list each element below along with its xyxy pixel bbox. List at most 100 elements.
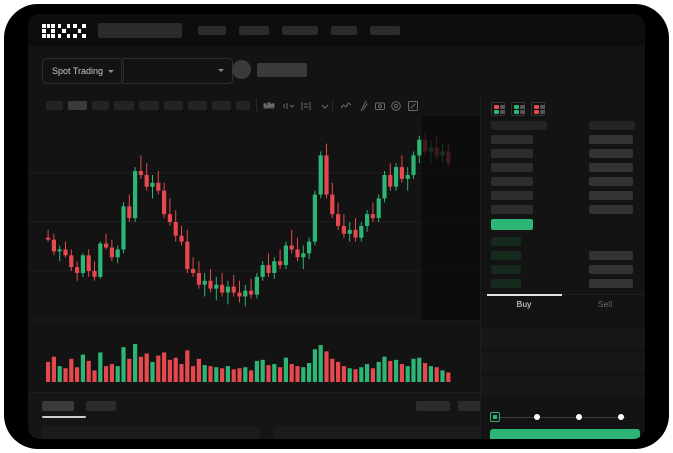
orderbook-bid-row[interactable] [491,251,521,260]
submit-buy-button[interactable] [490,429,640,439]
timeframe-4[interactable] [139,101,159,110]
orderbook-rows[interactable] [481,121,645,316]
logo-glyph-o [42,24,55,38]
timeframe-0[interactable] [46,101,63,110]
active-tab-underline [487,294,562,296]
orderbook-bid-row[interactable] [491,279,521,288]
timeframe-7[interactable] [212,101,231,110]
app-screen: Spot Trading [28,14,645,439]
orderbook-ask-amount [589,135,633,144]
nav-item-more[interactable] [370,26,400,35]
orderbook-mode-both[interactable] [491,102,505,116]
settings-icon[interactable] [390,100,402,112]
trading-pair-label [257,63,307,77]
amount-slider[interactable] [490,412,630,422]
logo-glyph-k [57,24,71,38]
candlestick-series [46,131,451,307]
mode-swatch-bar2 [540,110,545,114]
order-type-field[interactable] [481,328,645,348]
alert-icon[interactable] [374,100,386,112]
mode-swatch-bid [514,105,519,109]
action-hide-other-pairs[interactable] [416,401,450,411]
orderbook-ask-row[interactable] [491,149,533,158]
nav-item-earn[interactable] [331,26,357,35]
orderbook-ask-amount [589,149,633,158]
tab-open-orders[interactable] [42,401,74,411]
mode-swatch-bar [540,105,545,109]
tab-sell[interactable]: Sell [597,299,613,309]
orderbook-ask-row[interactable] [491,163,533,172]
timeframe-1[interactable] [68,101,87,110]
orderbook-ask-row[interactable] [491,177,533,186]
mode-swatch-bar [520,105,525,109]
mode-swatch-ask [494,105,499,109]
timeframe-5[interactable] [164,101,183,110]
orderbook-ask-row[interactable] [491,191,533,200]
nav-item-trade[interactable] [239,26,269,35]
chevron-down-icon [218,69,224,72]
orderbook-and-order-form: Buy Sell [480,96,645,439]
timeframe-6[interactable] [188,101,207,110]
mode-swatch-bid2 [514,110,519,114]
fullscreen-icon[interactable] [407,100,419,112]
candlestick-icon[interactable] [263,100,275,112]
timeframe-2[interactable] [92,101,109,110]
candlestick-svg [28,131,480,382]
tab-buy[interactable]: Buy [516,299,532,309]
slider-track [494,416,626,418]
trading-pair-select[interactable] [121,58,233,84]
slider-step-25[interactable] [534,414,540,420]
orders-panel-left [42,426,260,439]
okx-logo[interactable] [42,24,86,38]
orderbook-bid-row[interactable] [491,237,521,246]
chevron-down-icon [108,69,115,73]
price-chart[interactable] [28,116,480,392]
nav-item-markets[interactable] [198,26,226,35]
orderbook-bid-amount [589,279,633,288]
slider-handle[interactable] [490,412,500,422]
indicators-chevron-icon[interactable] [319,100,331,112]
volume-series [46,344,451,382]
mode-swatch-ask [534,105,539,109]
orderbook-ask-amount [589,163,633,172]
orderbook-bid-row[interactable] [491,265,521,274]
indicators-icon[interactable] [300,100,312,112]
spot-trading-selector[interactable]: Spot Trading [42,58,125,84]
top-navigation-bar [28,14,645,46]
orderbook-ask-row[interactable] [491,205,533,214]
toolbar-divider [332,99,333,112]
compare-icon[interactable] [358,100,370,112]
orders-panel-right [275,426,480,439]
active-tab-underline [42,416,86,418]
tabs-baseline [481,294,645,295]
global-search-input[interactable] [98,23,182,38]
price-field[interactable] [481,352,645,372]
orderbook-header-amount [589,121,635,130]
line-chart-icon[interactable] [340,100,352,112]
orders-tab-bar [28,392,492,439]
orderbook-ask-amount [589,191,633,200]
toolbar-divider [256,99,257,112]
tab-order-history[interactable] [86,401,116,411]
orderbook-bid-amount [589,265,633,274]
amount-field[interactable] [481,376,645,396]
orderbook-mode-bids[interactable] [511,102,525,116]
chart-type-chevron-icon[interactable] [282,100,294,112]
timeframe-8[interactable] [236,101,250,110]
mode-swatch-bar2 [520,110,525,114]
action-cancel-all[interactable] [458,401,492,411]
coin-avatar-icon [232,60,251,79]
orderbook-ask-row[interactable] [491,135,533,144]
nav-item-derivatives[interactable] [282,26,318,35]
slider-step-75[interactable] [618,414,624,420]
chart-overlay-shade [422,116,480,320]
orderbook-last-price [491,219,533,230]
orderbook-ask-amount [589,177,633,186]
chart-gridlines [28,172,480,321]
spot-trading-label: Spot Trading [52,66,104,76]
slider-step-50[interactable] [576,414,582,420]
orderbook-header-price [491,121,547,130]
orderbook-mode-asks[interactable] [531,102,545,116]
mode-swatch-bid [494,110,499,114]
timeframe-3[interactable] [114,101,134,110]
